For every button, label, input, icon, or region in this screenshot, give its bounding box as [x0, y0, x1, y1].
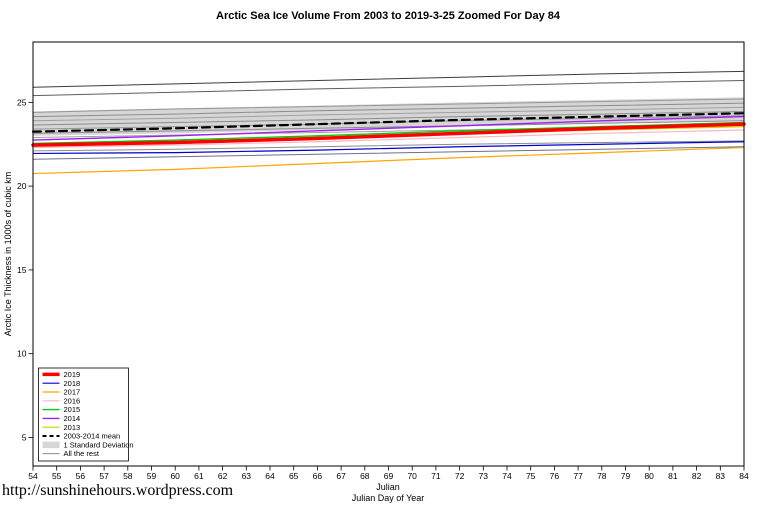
x-tick-label: 83	[716, 471, 726, 481]
x-tick-label: 62	[218, 471, 228, 481]
rest-line	[32, 140, 745, 152]
x-tick-label: 60	[170, 471, 180, 481]
x-tick-label: 84	[739, 471, 749, 481]
x-tick-label: 66	[313, 471, 323, 481]
x-tick-label: 58	[123, 471, 133, 481]
y-tick-label: 10	[17, 349, 27, 359]
rest-line	[32, 98, 745, 113]
x-tick-label: 70	[407, 471, 417, 481]
series-line-2019	[31, 122, 746, 147]
y-tick-label: 15	[17, 265, 27, 275]
x-tick-label: 69	[384, 471, 394, 481]
x-tick-label: 81	[668, 471, 678, 481]
x-tick-label: 71	[431, 471, 441, 481]
legend-label: 2017	[64, 388, 81, 397]
x-tick-label: 57	[99, 471, 109, 481]
series-line-2018	[32, 141, 745, 155]
legend-label: All the rest	[64, 449, 100, 458]
x-tick-label: 68	[360, 471, 370, 481]
y-tick-label: 5	[22, 433, 27, 443]
x-tick-label: 67	[336, 471, 346, 481]
x-tick-label: 74	[502, 471, 512, 481]
rest-line	[32, 146, 745, 160]
y-axis-label: Arctic Ice Thickness in 1000s of cubic k…	[3, 172, 13, 336]
series-line-2003-2014-mean	[31, 112, 746, 133]
x-tick-label: 61	[194, 471, 204, 481]
x-tick-label: 82	[692, 471, 702, 481]
x-tick-label: 79	[621, 471, 631, 481]
rest-line	[32, 102, 745, 118]
x-tick-label: 73	[479, 471, 489, 481]
rest-line	[32, 120, 745, 134]
rest-line	[32, 80, 745, 97]
chart-title: Arctic Sea Ice Volume From 2003 to 2019-…	[216, 10, 561, 22]
x-tick-label: 77	[573, 471, 583, 481]
x-axis-label-line2: Julian Day of Year	[352, 493, 425, 503]
plot-area: 54 55 56 57 58 59 60 61 62 63 64 65 66 67 68 69 70 71 72 73…	[17, 41, 749, 481]
series-line-2014	[32, 115, 745, 141]
legend-label: 2018	[64, 379, 81, 388]
y-tick-label: 20	[17, 181, 27, 191]
x-tick-label: 64	[265, 471, 275, 481]
legend-swatch-box	[42, 441, 60, 449]
rest-line	[32, 106, 745, 122]
legend-label: 2003-2014 mean	[64, 432, 121, 441]
x-tick-label: 65	[289, 471, 299, 481]
x-tick-label: 59	[147, 471, 157, 481]
legend-label: 2016	[64, 396, 81, 405]
x-tick-label: 80	[644, 471, 654, 481]
series-line-2017	[32, 146, 745, 175]
rest-line	[32, 111, 745, 126]
legend-label: 1 Standard Deviation	[64, 440, 134, 449]
x-axis-label-line1: Julian	[376, 482, 400, 492]
x-tick-label: 76	[550, 471, 560, 481]
x-tick-label: 55	[52, 471, 62, 481]
y-tick-label: 25	[17, 97, 27, 107]
legend-label: 2019	[64, 370, 81, 379]
legend-label: 2014	[64, 414, 81, 423]
x-tick-label: 72	[455, 471, 465, 481]
x-tick-label: 54	[28, 471, 38, 481]
series-line-2016	[32, 129, 745, 149]
rest-line	[32, 70, 745, 88]
legend-label: 2013	[64, 423, 81, 432]
legend-label: 2015	[64, 405, 81, 414]
x-tick-label: 75	[526, 471, 536, 481]
x-tick-label: 78	[597, 471, 607, 481]
x-tick-label: 56	[76, 471, 86, 481]
footer-link[interactable]: http://sunshinehours.wordpress.com	[2, 482, 234, 499]
x-tick-label: 63	[242, 471, 252, 481]
